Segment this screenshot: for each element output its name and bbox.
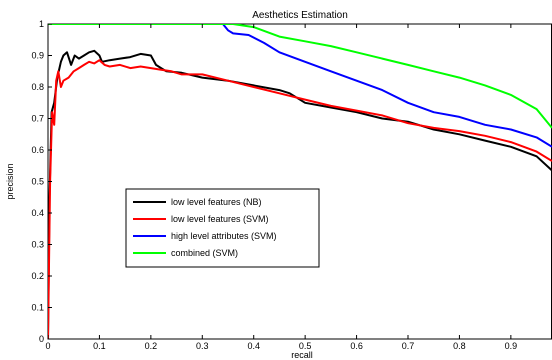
plot-area	[47, 23, 552, 340]
y-tick-label: 0	[39, 334, 44, 344]
y-axis-label: precision	[5, 163, 15, 199]
y-tick-label: 0.8	[31, 82, 44, 92]
y-tick-label: 0.4	[31, 208, 44, 218]
x-tick-label: 0.6	[350, 341, 363, 351]
x-tick-label: 0.3	[196, 341, 209, 351]
legend-label: low level features (SVM)	[171, 214, 269, 224]
y-tick-label: 0.2	[31, 271, 44, 281]
x-tick-label: 0	[45, 341, 50, 351]
x-tick-label: 0.5	[299, 341, 312, 351]
x-axis-label: recall	[291, 350, 313, 360]
x-tick-label: 0.1	[93, 341, 106, 351]
x-tick-label: 0.9	[505, 341, 518, 351]
x-tick-label: 0.2	[145, 341, 158, 351]
legend-label: combined (SVM)	[171, 248, 238, 258]
series-line-3	[48, 24, 552, 148]
x-tick-label: 0.8	[453, 341, 466, 351]
y-tick-label: 0.1	[31, 303, 44, 313]
series-line-4	[48, 24, 552, 129]
plot-frame	[47, 23, 552, 340]
y-tick-label: 0.3	[31, 240, 44, 250]
y-tick-label: 0.5	[31, 177, 44, 187]
legend: low level features (NB) low level feature…	[125, 188, 320, 268]
chart-title: Aesthetics Estimation	[252, 10, 348, 21]
legend-label: high level attributes (SVM)	[171, 231, 277, 241]
x-tick-label: 0.4	[247, 341, 260, 351]
legend-label: low level features (NB)	[171, 197, 262, 207]
x-tick-label: 0.7	[402, 341, 415, 351]
y-tick-label: 0.9	[31, 51, 44, 61]
y-tick-label: 0.6	[31, 145, 44, 155]
series-line-2	[48, 59, 552, 339]
y-tick-label: 0.7	[31, 114, 44, 124]
y-tick-label: 1	[39, 19, 44, 29]
ticks-layer: 0 0.1 0.2 0.3 0.4 0.5 0.6 0.7 0.8 0.9 0 0.1 0.2 0.3 0.…	[31, 19, 517, 351]
series-line-1	[48, 49, 552, 339]
series-layer	[48, 24, 552, 339]
